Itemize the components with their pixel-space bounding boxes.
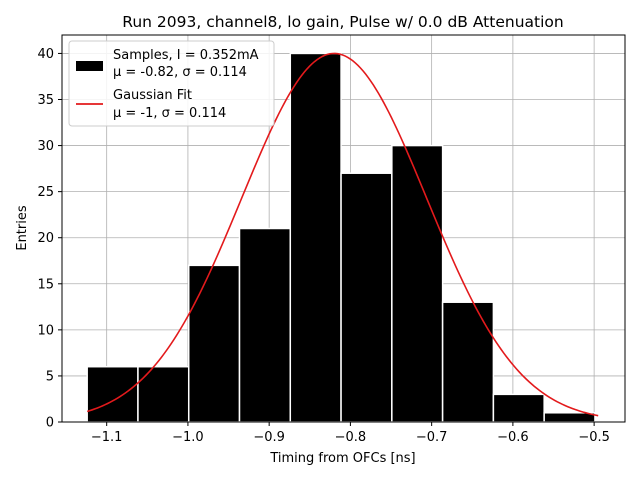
histogram-bar — [187, 264, 241, 423]
plot-frame — [61, 34, 626, 423]
histogram-bar — [86, 365, 139, 423]
y-tick-label: 25 — [37, 185, 54, 200]
histogram-bar — [543, 412, 596, 423]
chart-title: Run 2093, channel8, lo gain, Pulse w/ 0.… — [122, 13, 563, 31]
x-tick-label: −1.0 — [172, 430, 204, 445]
y-tick-label: 30 — [37, 139, 54, 154]
y-tick-label: 40 — [37, 47, 54, 62]
histogram-bar — [238, 227, 292, 423]
x-tick-label: −1.1 — [91, 430, 123, 445]
y-tick-label: 20 — [37, 231, 54, 246]
histogram-bar — [441, 301, 495, 423]
y-tick-label: 35 — [37, 93, 54, 108]
legend-samples-swatch — [76, 61, 103, 71]
x-tick-label: −0.9 — [253, 430, 285, 445]
legend: Samples, I = 0.352mA μ = -0.82, σ = 0.11… — [68, 40, 275, 127]
histogram-bar — [492, 393, 545, 423]
y-tick-label: 5 — [46, 369, 54, 384]
gaussian-fit-line — [86, 52, 599, 417]
x-tick-label: −0.7 — [416, 430, 448, 445]
y-axis-ticks: 0 5 10 15 20 25 30 35 40 — [37, 47, 62, 431]
x-axis-ticks: −1.1 −1.0 −0.9 −0.8 −0.7 −0.6 −0.5 — [91, 422, 610, 445]
y-tick-label: 0 — [46, 416, 54, 431]
y-axis-label: Entries — [15, 205, 30, 251]
legend-fit-label-line2: μ = -1, σ = 0.114 — [113, 106, 226, 121]
histogram-bar — [391, 144, 444, 423]
legend-fit-label-line1: Gaussian Fit — [113, 88, 192, 103]
legend-samples-label-line1: Samples, I = 0.352mA — [113, 48, 259, 63]
x-axis-label: Timing from OFCs [ns] — [269, 451, 415, 466]
x-tick-label: −0.5 — [578, 430, 610, 445]
legend-box — [68, 40, 275, 127]
y-tick-label: 10 — [37, 323, 54, 338]
histogram-bars — [86, 52, 596, 423]
histogram-bar — [289, 52, 342, 423]
x-tick-label: −0.8 — [335, 430, 367, 445]
histogram-bar — [340, 172, 393, 423]
x-tick-label: −0.6 — [497, 430, 529, 445]
y-tick-label: 15 — [37, 277, 54, 292]
legend-samples-label-line2: μ = -0.82, σ = 0.114 — [113, 65, 247, 80]
